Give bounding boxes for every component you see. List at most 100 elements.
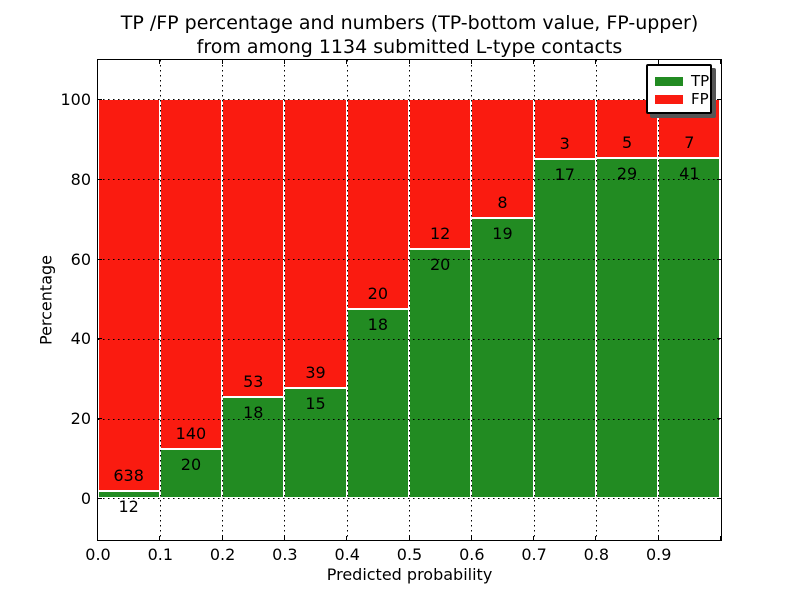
bar-segment-fp [409,99,472,250]
x-tick-mark [159,535,161,540]
x-tick-label: 0.5 [396,545,423,564]
bar-count-label-fp: 5 [621,133,633,153]
bar-count-label-tp: 19 [492,223,513,243]
y-tick-mark-right [716,178,721,180]
y-tick-mark-right [716,418,721,420]
y-tick-label: 40 [70,329,91,349]
x-axis-label: Predicted probability [326,565,493,584]
x-tick-mark [533,535,535,540]
x-tick-label: 0.0 [85,545,111,564]
gridline-vertical [284,59,286,540]
bar-count-label-tp: 18 [243,403,264,423]
y-tick-mark [97,338,102,340]
bar-segment-fp [159,99,223,449]
bar-segment-fp [97,99,160,492]
legend-item: FP [648,90,710,108]
bar-count-label-tp: 15 [305,393,326,413]
y-tick-mark [97,258,102,260]
bar-segment-tp [284,387,347,499]
x-tick-label: 0.9 [645,545,672,564]
bar-count-label-fp: 53 [243,372,264,392]
bar-count-label-fp: 12 [429,224,451,244]
chart-title-line1: TP /FP percentage and numbers (TP-bottom… [120,12,699,34]
x-tick-label: 0.1 [147,545,174,564]
legend-label: FP [691,90,709,108]
x-tick-mark [470,535,472,540]
x-tick-mark-top [159,59,161,64]
bar-count-label-fp: 7 [684,132,695,152]
y-tick-mark [97,178,102,180]
gridline-vertical [658,59,660,540]
y-tick-label: 100 [60,89,91,109]
bar-count-label-tp: 12 [118,497,139,517]
x-tick-mark-top [657,59,659,64]
bar-segment-tp [159,448,223,499]
gridline-vertical [471,59,473,540]
y-tick-mark [97,98,102,100]
y-tick-label: 20 [70,409,91,429]
tp-swatch-icon [655,76,683,86]
bar-count-label-tp: 20 [180,454,202,474]
x-tick-mark-top [470,59,472,64]
bar-count-label-tp: 17 [554,165,575,185]
gridline-vertical [409,59,410,540]
x-tick-mark-top [533,59,535,64]
bar-segment-tp [533,159,596,499]
bar-count-label-fp: 20 [367,284,389,304]
bar-segment-fp [533,99,596,160]
x-tick-mark [720,535,721,540]
bar-segment-fp [222,99,285,398]
y-tick-mark-right [716,338,721,340]
bar-count-label-fp: 638 [113,466,144,486]
gridline-vertical [533,59,535,540]
y-tick-mark-right [716,98,721,100]
chart-title-line2: from among 1134 submitted L-type contact… [196,36,623,58]
x-tick-mark [283,535,285,540]
x-tick-mark [221,535,223,540]
legend-label: TP [691,72,710,90]
bar-count-label-tp: 29 [616,164,638,184]
y-tick-label: 80 [70,169,91,189]
y-tick-label: 60 [70,249,91,269]
bar-count-label-tp: 20 [429,255,451,275]
x-tick-label: 0.3 [272,545,298,564]
x-tick-mark-top [97,59,98,64]
x-tick-mark [657,535,659,540]
legend-item: TP [648,72,710,90]
x-tick-label: 0.6 [459,545,485,564]
bar-segment-fp [346,99,409,310]
y-tick-mark [97,418,102,420]
gridline-vertical [346,59,348,540]
x-tick-mark-top [408,59,410,64]
y-tick-mark-right [716,258,721,260]
bar-segment-tp [409,249,472,499]
x-tick-mark [346,535,348,540]
bar-segment-tp [97,491,160,499]
gridline-vertical [595,59,597,540]
x-tick-mark-top [346,59,348,64]
x-tick-mark [595,535,597,540]
y-tick-mark-right [716,497,721,499]
x-tick-mark [97,535,98,540]
bar-segment-tp [346,309,409,499]
bar-count-label-tp: 41 [679,163,700,183]
bar-count-label-fp: 140 [175,423,207,443]
gridline-vertical [159,59,161,540]
bar-count-label-fp: 3 [559,134,570,154]
chart-title: TP /FP percentage and numbers (TP-bottom… [98,11,721,59]
gridline-vertical [222,59,224,540]
x-tick-mark-top [283,59,285,64]
bar-count-label-fp: 39 [305,362,326,382]
bar-segment-tp [658,157,721,499]
bar-segment-fp [471,99,534,218]
plot-area: 638 12 140 20 53 18 39 15 20 18 12 20 8 19 3 17 5 29 7 41 [96,58,722,541]
fp-swatch-icon [655,94,683,104]
bar-segment-fp [284,99,347,388]
bar-count-label-fp: 8 [497,192,508,212]
bar-count-label-tp: 18 [367,315,389,335]
y-tick-label: 0 [80,488,91,508]
y-tick-mark [97,497,102,499]
x-tick-mark-top [595,59,597,64]
bar-segment-tp [595,158,659,499]
